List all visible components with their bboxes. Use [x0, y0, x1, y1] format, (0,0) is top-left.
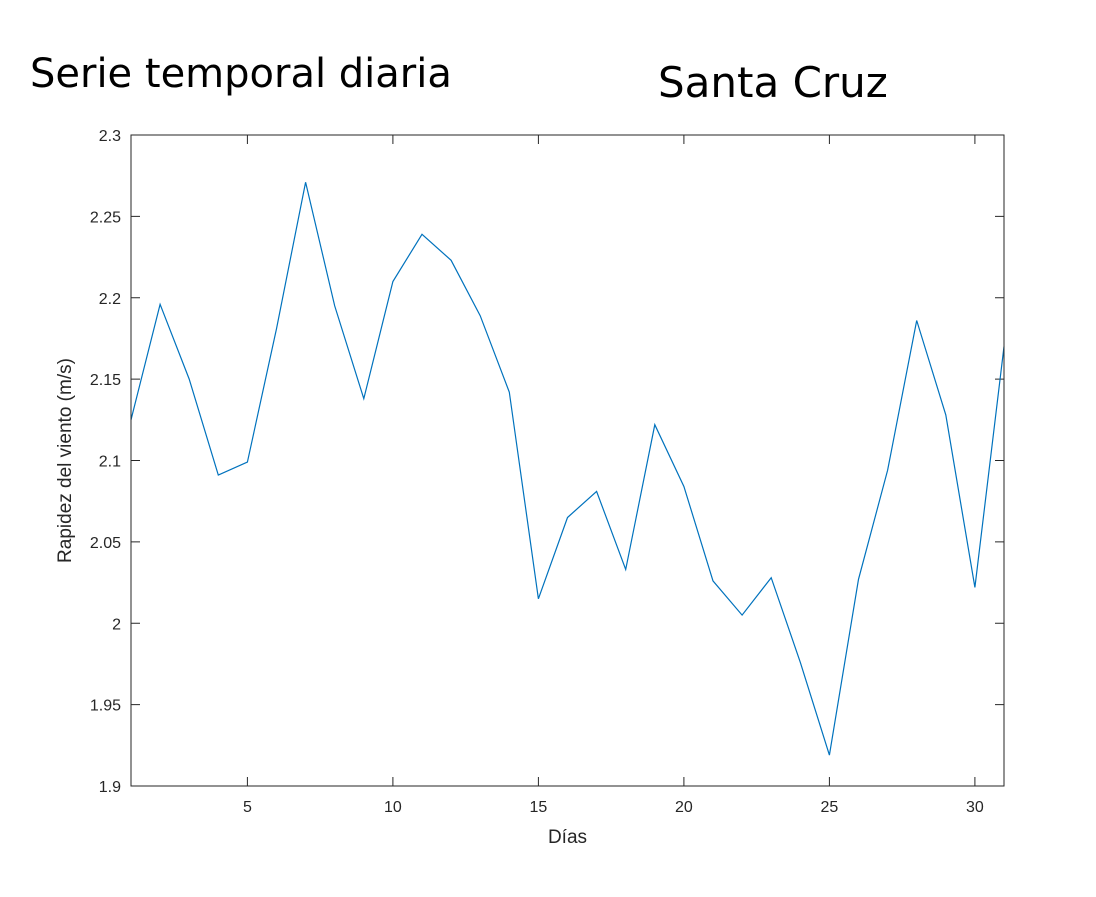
y-tick-label: 1.9 — [99, 779, 121, 796]
chart-title-right: Santa Cruz — [658, 58, 888, 107]
y-tick-label: 2.05 — [90, 535, 121, 552]
x-tick-label: 20 — [675, 799, 693, 816]
x-tick-label: 25 — [821, 799, 839, 816]
x-tick-label: 5 — [243, 799, 252, 816]
x-tick-label: 15 — [530, 799, 548, 816]
chart-title-left: Serie temporal diaria — [30, 51, 452, 97]
series-group — [130, 182, 1005, 756]
x-tick-label: 30 — [966, 799, 984, 816]
series-line — [130, 182, 1005, 756]
y-tick-label: 2.1 — [99, 454, 121, 471]
y-tick-label: 2.3 — [99, 128, 121, 145]
plot-frame — [130, 134, 1005, 787]
y-tick-label: 2 — [112, 616, 121, 633]
x-tick-label: 10 — [384, 799, 402, 816]
y-tick-label: 2.15 — [90, 372, 121, 389]
ticks-group: 5 10 15 20 25 30 1.9 1.95 2 2.05 2.1 2.15 2.2 2.25 2.3 — [90, 128, 1004, 816]
plot-area — [131, 135, 1004, 786]
x-axis-label: Días — [548, 827, 587, 848]
y-tick-label: 2.25 — [90, 209, 121, 226]
y-axis-label: Rapidez del viento (m/s) — [55, 358, 76, 563]
y-tick-label: 2.2 — [99, 291, 121, 308]
y-tick-label: 1.95 — [90, 698, 121, 715]
